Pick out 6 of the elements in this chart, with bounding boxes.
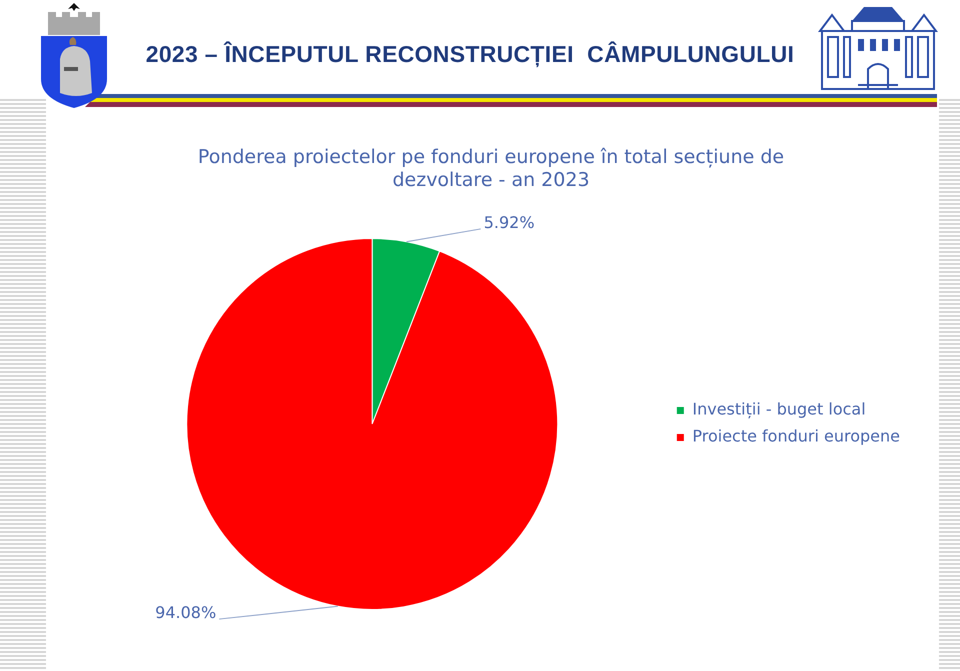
data-label: 5.92% xyxy=(484,213,535,232)
data-label: 94.08% xyxy=(155,603,216,622)
chart-title: 2023 – ÎNCEPUTUL RECONSTRUCȚIEI CÂMPULUNGULUI xyxy=(146,41,794,67)
chart-subtitle: Ponderea proiectelor pe fonduri europene în total secțiune de dezvoltare - an 2023 xyxy=(198,146,784,191)
legend-label: Investiții - buget local xyxy=(692,400,866,419)
legend-label: Proiecte fonduri europene xyxy=(692,426,900,446)
